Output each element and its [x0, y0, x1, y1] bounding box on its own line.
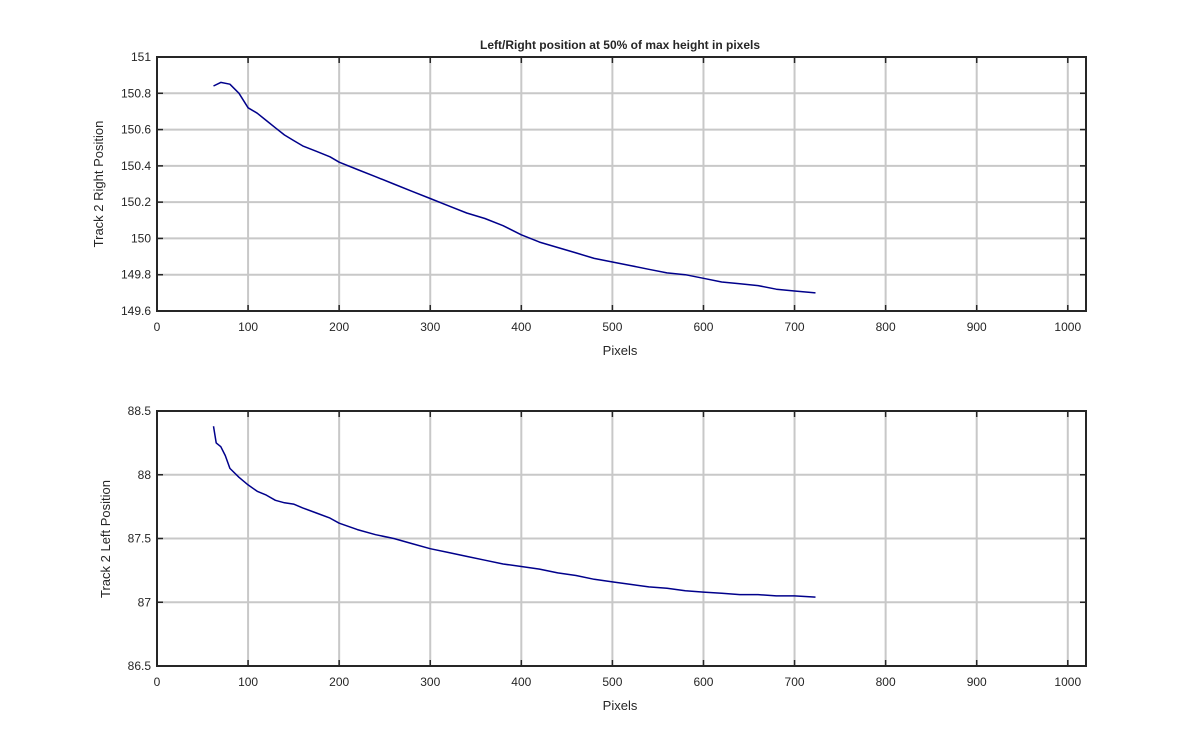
- chart-title: Left/Right position at 50% of max height…: [480, 38, 760, 52]
- bottom-x-tick-label: 700: [785, 675, 805, 689]
- bottom-x-axis-label: Pixels: [603, 698, 638, 713]
- bottom-x-tick-label: 900: [967, 675, 987, 689]
- top-y-tick-label: 151: [131, 50, 151, 64]
- bottom-x-tick-label: 300: [420, 675, 440, 689]
- top-x-axis-label: Pixels: [603, 343, 638, 358]
- bottom-y-tick-label: 88: [138, 468, 152, 482]
- top-x-tick-label: 300: [420, 320, 440, 334]
- top-y-axis-label: Track 2 Right Position: [91, 121, 106, 248]
- top-y-tick-label: 149.8: [121, 268, 151, 282]
- top-y-tick-label: 150.8: [121, 86, 151, 100]
- top-y-tick-label: 150.6: [121, 123, 151, 137]
- bottom-x-tick-label: 600: [693, 675, 713, 689]
- bottom-x-tick-label: 500: [602, 675, 622, 689]
- bottom-y-axis-label: Track 2 Left Position: [98, 480, 113, 598]
- bottom-series-line: [212, 426, 816, 598]
- bottom-y-tick-label: 88.5: [128, 404, 152, 418]
- bottom-axes-box: [156, 410, 1087, 667]
- bottom-x-tick-label: 800: [876, 675, 896, 689]
- bottom-y-tick-label: 87: [138, 595, 152, 609]
- bottom-plot: 0 100 200 300 400 500 600 700 800 900 1000 86.5 87 87…: [98, 404, 1087, 713]
- bottom-x-tick-label: 0: [154, 675, 161, 689]
- top-y-tick-label: 150.4: [121, 159, 151, 173]
- bottom-x-tick-label: 1000: [1054, 675, 1081, 689]
- top-x-tick-label: 200: [329, 320, 349, 334]
- bottom-x-tick-label: 100: [238, 675, 258, 689]
- top-x-tick-label: 800: [876, 320, 896, 334]
- top-plot: 0 100 200 300 400 500 600 700 800 900 1000 149.6 149…: [91, 50, 1087, 358]
- top-y-tick-label: 149.6: [121, 304, 151, 318]
- top-x-tick-label: 900: [967, 320, 987, 334]
- bottom-y-tick-label: 86.5: [128, 659, 152, 673]
- top-axes-box: [156, 56, 1087, 312]
- top-x-tick-label: 1000: [1054, 320, 1081, 334]
- bottom-x-tick-label: 200: [329, 675, 349, 689]
- top-plot-area: [157, 57, 1086, 311]
- bottom-x-tick-label: 400: [511, 675, 531, 689]
- top-series-line: [213, 81, 816, 294]
- top-x-tick-label: 400: [511, 320, 531, 334]
- top-y-tick-label: 150: [131, 231, 151, 245]
- bottom-y-tick-label: 87.5: [128, 532, 152, 546]
- top-x-tick-label: 0: [154, 320, 161, 334]
- top-x-tick-label: 100: [238, 320, 258, 334]
- top-x-tick-label: 600: [693, 320, 713, 334]
- top-y-tick-label: 150.2: [121, 195, 151, 209]
- top-x-tick-label: 700: [785, 320, 805, 334]
- top-x-tick-label: 500: [602, 320, 622, 334]
